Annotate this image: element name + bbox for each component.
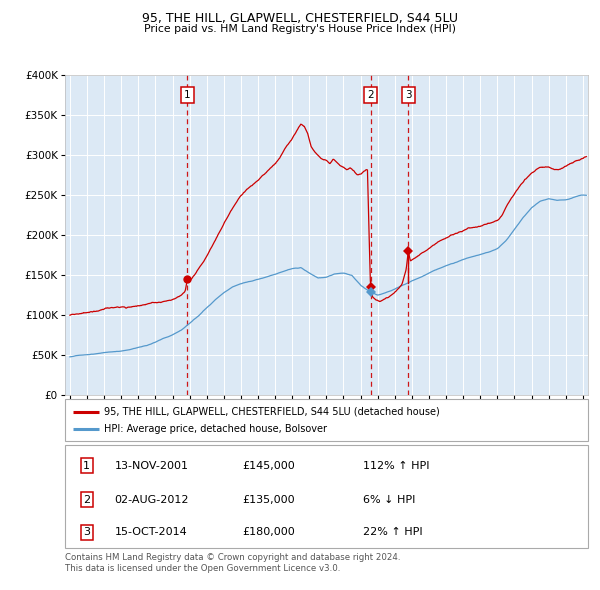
- Text: 2: 2: [367, 90, 374, 100]
- Text: £180,000: £180,000: [242, 527, 295, 537]
- Text: 2: 2: [83, 494, 91, 504]
- Text: 3: 3: [405, 90, 412, 100]
- Text: Contains HM Land Registry data © Crown copyright and database right 2024.: Contains HM Land Registry data © Crown c…: [65, 553, 400, 562]
- Text: 1: 1: [184, 90, 191, 100]
- Text: HPI: Average price, detached house, Bolsover: HPI: Average price, detached house, Bols…: [104, 424, 327, 434]
- Text: £145,000: £145,000: [242, 461, 295, 471]
- Text: £135,000: £135,000: [242, 494, 295, 504]
- Text: 15-OCT-2014: 15-OCT-2014: [115, 527, 187, 537]
- Text: Price paid vs. HM Land Registry's House Price Index (HPI): Price paid vs. HM Land Registry's House …: [144, 24, 456, 34]
- Text: 95, THE HILL, GLAPWELL, CHESTERFIELD, S44 5LU: 95, THE HILL, GLAPWELL, CHESTERFIELD, S4…: [142, 12, 458, 25]
- Text: 1: 1: [83, 461, 90, 471]
- Text: 22% ↑ HPI: 22% ↑ HPI: [363, 527, 422, 537]
- Text: 13-NOV-2001: 13-NOV-2001: [115, 461, 188, 471]
- Text: 95, THE HILL, GLAPWELL, CHESTERFIELD, S44 5LU (detached house): 95, THE HILL, GLAPWELL, CHESTERFIELD, S4…: [104, 407, 440, 417]
- Text: 02-AUG-2012: 02-AUG-2012: [115, 494, 189, 504]
- Text: This data is licensed under the Open Government Licence v3.0.: This data is licensed under the Open Gov…: [65, 564, 340, 573]
- Text: 3: 3: [83, 527, 90, 537]
- Text: 112% ↑ HPI: 112% ↑ HPI: [363, 461, 430, 471]
- Text: 6% ↓ HPI: 6% ↓ HPI: [363, 494, 415, 504]
